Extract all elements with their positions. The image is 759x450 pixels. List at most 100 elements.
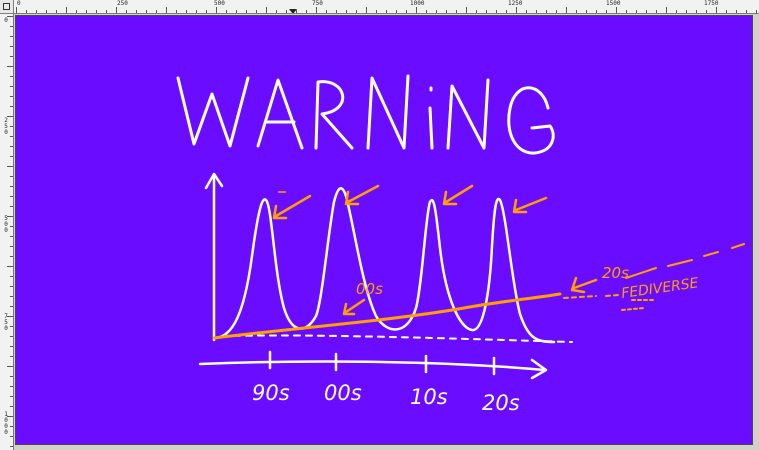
ruler-tick	[286, 10, 287, 13]
ruler-tick	[516, 7, 517, 13]
ruler-tick	[386, 10, 387, 13]
ruler-tick	[446, 10, 447, 13]
ruler-tick	[276, 10, 277, 13]
ruler-tick	[16, 7, 17, 13]
ruler-tick	[336, 10, 337, 13]
ruler-tick	[176, 10, 177, 13]
v-ruler-label: 500	[4, 215, 8, 234]
ruler-tick	[10, 226, 13, 227]
ruler-tick	[586, 10, 587, 13]
ruler-tick	[10, 406, 13, 407]
ruler-tick	[616, 7, 617, 13]
ruler-tick	[716, 7, 717, 13]
ruler-tick	[166, 7, 167, 13]
drawing-canvas[interactable]: 90s 00s 10s 20s 00s 20s FEDIVERSE	[15, 15, 753, 445]
ruler-tick	[66, 7, 67, 13]
v-ruler-label: 0	[4, 17, 8, 24]
ruler-tick	[596, 10, 597, 13]
ruler-tick	[256, 10, 257, 13]
ruler-tick	[46, 10, 47, 13]
ruler-tick	[7, 266, 13, 267]
ruler-tick	[746, 10, 747, 13]
ruler-tick	[10, 346, 13, 347]
ruler-tick	[96, 10, 97, 13]
h-ruler-label: 1500	[606, 0, 621, 7]
ruler-tick	[436, 10, 437, 13]
ruler-tick	[696, 10, 697, 13]
ruler-tick	[10, 176, 13, 177]
ruler-tick	[7, 366, 13, 367]
ruler-tick	[10, 206, 13, 207]
ruler-tick	[10, 236, 13, 237]
ruler-tick	[466, 7, 467, 13]
ruler-tick	[576, 10, 577, 13]
ruler-tick	[10, 136, 13, 137]
v-ruler-label: 750	[4, 313, 8, 332]
hand-drawn-sketch: 90s 00s 10s 20s 00s 20s FEDIVERSE	[176, 74, 745, 415]
orange-trend-line	[212, 292, 562, 340]
ruler-tick	[556, 10, 557, 13]
ruler-tick	[10, 196, 13, 197]
x-label-00s: 00s	[324, 381, 362, 405]
ruler-tick	[10, 336, 13, 337]
h-ruler-label: 250	[117, 0, 128, 7]
peak-arrow-3	[442, 184, 474, 206]
h-ruler-label: 750	[312, 0, 323, 7]
h-ruler-label: 500	[214, 0, 225, 7]
ruler-tick	[7, 416, 13, 417]
ruler-tick	[10, 36, 13, 37]
end-label-arrow	[570, 276, 598, 294]
orange-underline-dots	[621, 299, 657, 311]
orange-future-dashes	[625, 243, 745, 279]
x-label-20s: 20s	[482, 391, 520, 415]
ruler-tick	[10, 446, 13, 447]
orange-trend-dashed	[563, 294, 619, 299]
ruler-tick	[676, 10, 677, 13]
ruler-tick	[10, 26, 13, 27]
ruler-corner[interactable]	[0, 0, 14, 14]
vertical-ruler[interactable]: 0 250 500 750 1000	[0, 14, 14, 450]
curve-label-arrow	[342, 298, 366, 316]
ruler-tick	[10, 396, 13, 397]
canvas-area: 90s 00s 10s 20s 00s 20s FEDIVERSE	[14, 14, 759, 450]
ruler-tick	[7, 66, 13, 67]
ruler-tick	[756, 10, 757, 13]
ruler-tick	[10, 256, 13, 257]
dashed-baseline	[221, 334, 573, 343]
ruler-tick	[306, 10, 307, 13]
ruler-tick	[456, 10, 457, 13]
h-ruler-label: 0	[17, 0, 21, 7]
ruler-tick	[7, 166, 13, 167]
horizontal-ruler[interactable]: 0 250 500 750 1000 1250 1500 1750	[14, 0, 759, 14]
ruler-tick	[26, 10, 27, 13]
v-ruler-label: 250	[4, 117, 8, 136]
orange-label-00s: 00s	[356, 280, 383, 298]
ruler-tick	[536, 10, 537, 13]
ruler-tick	[406, 10, 407, 13]
chart-axes	[198, 172, 548, 380]
ruler-tick	[10, 286, 13, 287]
ruler-tick	[226, 10, 227, 13]
ruler-tick	[506, 10, 507, 13]
ruler-tick	[156, 10, 157, 13]
peak-arrow-1	[272, 194, 312, 220]
ruler-tick	[10, 426, 13, 427]
ruler-tick	[426, 10, 427, 13]
ruler-tick	[10, 246, 13, 247]
ruler-tick	[706, 10, 707, 13]
ruler-tick	[146, 10, 147, 13]
ruler-tick	[7, 216, 13, 217]
ruler-tick	[486, 10, 487, 13]
ruler-tick	[546, 10, 547, 13]
ruler-tick	[10, 126, 13, 127]
ruler-tick	[7, 16, 13, 17]
ruler-tick	[346, 10, 347, 13]
ruler-tick	[10, 356, 13, 357]
ruler-tick	[126, 10, 127, 13]
ruler-tick	[10, 276, 13, 277]
ruler-position-marker-icon	[289, 9, 297, 13]
x-label-90s: 90s	[252, 381, 290, 405]
ruler-tick	[10, 306, 13, 307]
h-ruler-label: 1000	[410, 0, 425, 7]
ruler-tick	[316, 7, 317, 13]
